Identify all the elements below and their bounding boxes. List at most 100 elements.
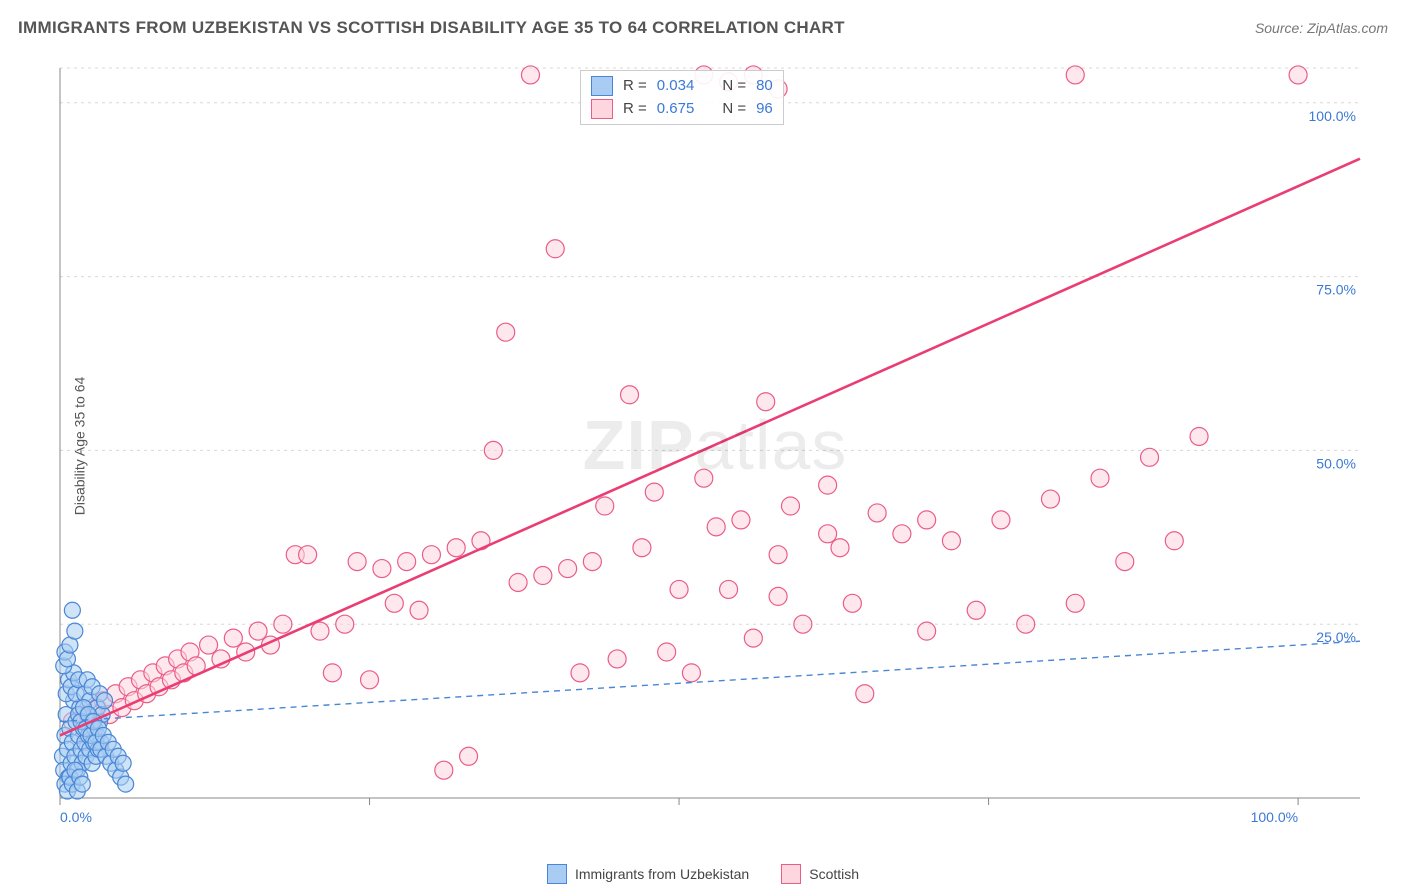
- r-value: 0.034: [657, 75, 695, 98]
- data-point-pink: [744, 629, 762, 647]
- data-point-pink: [484, 441, 502, 459]
- data-point-pink: [769, 587, 787, 605]
- data-point-pink: [658, 643, 676, 661]
- n-value: 80: [756, 75, 773, 98]
- data-point-pink: [918, 622, 936, 640]
- data-point-pink: [546, 240, 564, 258]
- data-point-pink: [992, 511, 1010, 529]
- data-point-pink: [707, 518, 725, 536]
- data-point-pink: [1017, 615, 1035, 633]
- data-point-pink: [942, 532, 960, 550]
- legend-item-blue: Immigrants from Uzbekistan: [547, 864, 749, 884]
- data-point-pink: [893, 525, 911, 543]
- legend-row-pink: R = 0.675 N = 96: [591, 98, 773, 121]
- n-label: N =: [722, 75, 746, 98]
- data-point-pink: [1190, 427, 1208, 445]
- data-point-pink: [819, 525, 837, 543]
- data-point-pink: [1066, 594, 1084, 612]
- source-prefix: Source:: [1255, 20, 1307, 36]
- data-point-pink: [534, 567, 552, 585]
- chart-header: IMMIGRANTS FROM UZBEKISTAN VS SCOTTISH D…: [18, 18, 1388, 38]
- data-point-pink: [720, 580, 738, 598]
- source-name: ZipAtlas.com: [1307, 20, 1388, 36]
- data-point-pink: [831, 539, 849, 557]
- data-point-pink: [670, 580, 688, 598]
- data-point-pink: [868, 504, 886, 522]
- data-point-pink: [695, 469, 713, 487]
- data-point-pink: [200, 636, 218, 654]
- data-point-pink: [608, 650, 626, 668]
- data-point-pink: [497, 323, 515, 341]
- y-tick-label: 75.0%: [1316, 282, 1356, 298]
- data-point-pink: [224, 629, 242, 647]
- data-point-pink: [781, 497, 799, 515]
- data-point-blue: [64, 602, 80, 618]
- legend-item-pink: Scottish: [781, 864, 859, 884]
- data-point-pink: [1116, 553, 1134, 571]
- data-point-pink: [373, 560, 391, 578]
- data-point-pink: [621, 386, 639, 404]
- legend-label: Scottish: [809, 866, 859, 882]
- data-point-blue: [59, 651, 75, 667]
- data-point-pink: [1141, 448, 1159, 466]
- n-value: 96: [756, 98, 773, 121]
- data-point-blue: [115, 755, 131, 771]
- legend-row-blue: R = 0.034 N = 80: [591, 75, 773, 98]
- data-point-pink: [1289, 66, 1307, 84]
- data-point-pink: [732, 511, 750, 529]
- data-point-pink: [249, 622, 267, 640]
- data-point-pink: [410, 601, 428, 619]
- data-point-pink: [682, 664, 700, 682]
- x-tick-label: 0.0%: [60, 809, 92, 825]
- series-legend: Immigrants from Uzbekistan Scottish: [0, 864, 1406, 884]
- source-credit: Source: ZipAtlas.com: [1255, 20, 1388, 36]
- data-point-blue: [118, 776, 134, 792]
- swatch-icon: [591, 99, 613, 119]
- data-point-pink: [348, 553, 366, 571]
- x-tick-label: 100.0%: [1251, 809, 1298, 825]
- y-tick-label: 50.0%: [1316, 455, 1356, 471]
- data-point-pink: [447, 539, 465, 557]
- n-label: N =: [722, 98, 746, 121]
- data-point-pink: [918, 511, 936, 529]
- data-point-pink: [967, 601, 985, 619]
- data-point-pink: [571, 664, 589, 682]
- data-point-pink: [583, 553, 601, 571]
- swatch-icon: [591, 76, 613, 96]
- swatch-icon: [781, 864, 801, 884]
- data-point-pink: [856, 685, 874, 703]
- data-point-pink: [336, 615, 354, 633]
- data-point-pink: [1091, 469, 1109, 487]
- data-point-pink: [435, 761, 453, 779]
- scatter-chart: 0.0%100.0%25.0%50.0%75.0%100.0%: [50, 60, 1380, 830]
- r-label: R =: [623, 75, 647, 98]
- chart-title: IMMIGRANTS FROM UZBEKISTAN VS SCOTTISH D…: [18, 18, 845, 38]
- data-point-pink: [843, 594, 861, 612]
- data-point-pink: [509, 573, 527, 591]
- chart-area: 0.0%100.0%25.0%50.0%75.0%100.0% ZIPatlas…: [50, 60, 1380, 830]
- trend-line-pink: [60, 159, 1360, 736]
- r-value: 0.675: [657, 98, 695, 121]
- data-point-pink: [794, 615, 812, 633]
- data-point-pink: [1165, 532, 1183, 550]
- r-label: R =: [623, 98, 647, 121]
- data-point-pink: [361, 671, 379, 689]
- data-point-blue: [74, 776, 90, 792]
- data-point-pink: [559, 560, 577, 578]
- data-point-pink: [769, 546, 787, 564]
- data-point-pink: [645, 483, 663, 501]
- data-point-pink: [311, 622, 329, 640]
- data-point-pink: [385, 594, 403, 612]
- data-point-blue: [97, 693, 113, 709]
- data-point-pink: [819, 476, 837, 494]
- data-point-pink: [323, 664, 341, 682]
- data-point-pink: [274, 615, 292, 633]
- data-point-pink: [1041, 490, 1059, 508]
- data-point-pink: [460, 747, 478, 765]
- data-point-pink: [422, 546, 440, 564]
- data-point-pink: [521, 66, 539, 84]
- swatch-icon: [547, 864, 567, 884]
- y-tick-label: 100.0%: [1309, 108, 1356, 124]
- data-point-blue: [67, 623, 83, 639]
- data-point-pink: [299, 546, 317, 564]
